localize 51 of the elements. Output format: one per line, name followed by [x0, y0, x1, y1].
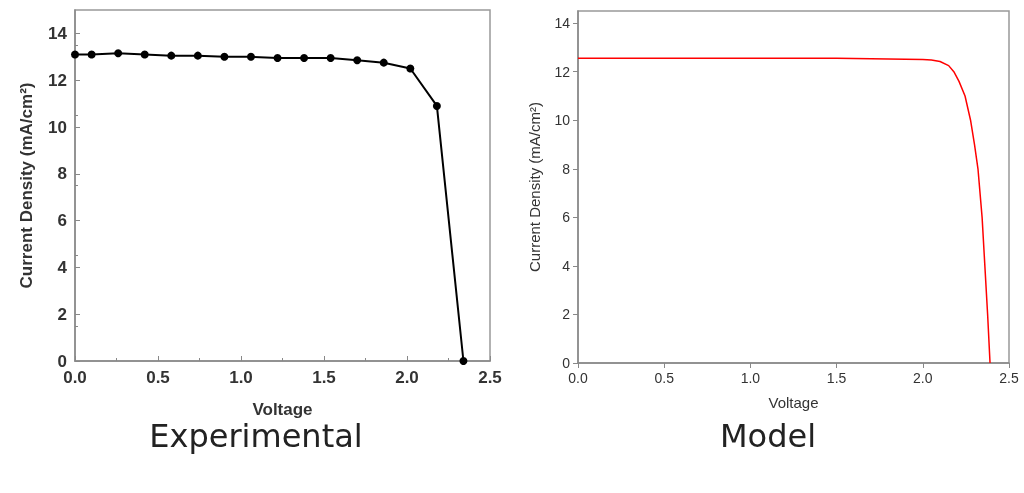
y-axis-title: Current Density (mA/cm²)	[17, 82, 36, 289]
x-tick-label: 0.0	[63, 368, 87, 387]
x-tick-label: 0.5	[146, 368, 170, 387]
x-tick-label: 2.0	[395, 368, 419, 387]
point	[326, 53, 335, 62]
text: Model	[719, 417, 817, 455]
y-tick-label: 10	[554, 112, 571, 129]
point	[353, 56, 362, 65]
y-axis-title: Current Density (mA/cm²)	[526, 101, 543, 273]
y-tick-label: 2	[57, 304, 67, 324]
point	[273, 53, 282, 62]
point	[220, 52, 229, 61]
y-tick-label: 12	[48, 70, 67, 90]
y-tick-label: 14	[554, 15, 571, 32]
point	[459, 357, 468, 365]
y-tick-label: 8	[57, 164, 67, 184]
y-tick-label: 6	[562, 209, 571, 226]
point	[114, 49, 123, 58]
x-tick-label: 1.5	[312, 368, 336, 387]
y-tick-label: 4	[562, 257, 571, 274]
line-series	[577, 57, 991, 364]
x-tick-label: 1.0	[740, 370, 761, 386]
text: Experimental	[149, 417, 363, 455]
point	[300, 53, 309, 62]
x-axis-title: Voltage	[252, 400, 313, 419]
point	[246, 52, 255, 61]
x-axis-title: Voltage	[768, 394, 819, 411]
y-tick-label: 0	[57, 351, 67, 371]
y-tick-label: 6	[57, 211, 67, 231]
y-tick-label: 2	[562, 306, 571, 323]
x-tick-label: 1.5	[826, 370, 847, 386]
y-tick-label: 10	[48, 117, 67, 137]
point	[379, 58, 388, 67]
point	[406, 64, 415, 73]
x-tick-label: 2.0	[913, 370, 933, 386]
point	[87, 50, 96, 59]
x-tick-label: 2.5	[478, 368, 502, 387]
x-tick-label: 1.0	[229, 368, 253, 387]
point	[71, 50, 79, 59]
y-tick-label: 12	[554, 63, 571, 80]
y-tick-label: 8	[562, 160, 571, 177]
y-tick-label: 4	[57, 257, 68, 277]
x-tick-label: 2.5	[999, 370, 1019, 386]
point	[193, 51, 202, 60]
point	[140, 50, 149, 59]
y-tick-label: 14	[48, 23, 68, 43]
y-tick-label: 0	[562, 355, 571, 371]
x-tick-label: 0.0	[568, 370, 588, 386]
point	[167, 51, 176, 60]
x-tick-label: 0.5	[654, 370, 675, 386]
point	[432, 101, 441, 110]
